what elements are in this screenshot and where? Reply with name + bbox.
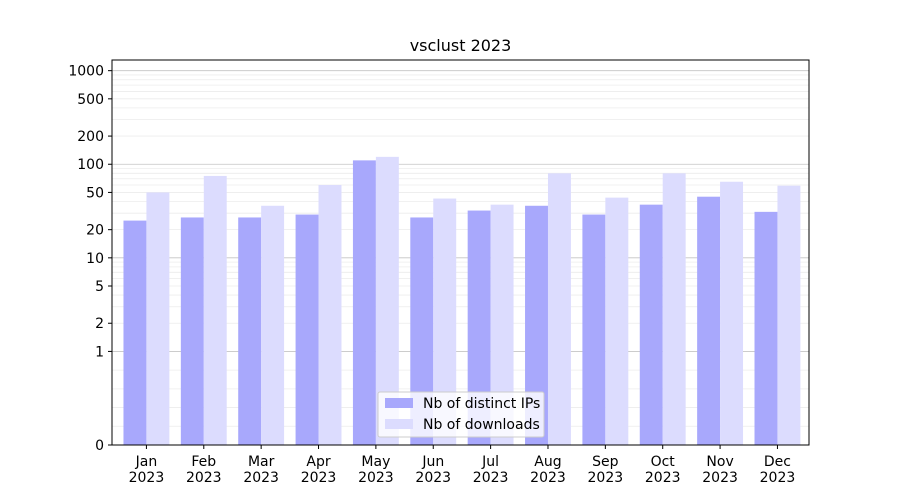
bar-distinct-ips bbox=[238, 217, 262, 445]
x-tick-label: Jul 2023 bbox=[473, 454, 509, 486]
bar-distinct-ips bbox=[295, 214, 319, 445]
plot-frame bbox=[111, 59, 810, 446]
y-tick-label: 1 bbox=[95, 344, 104, 360]
y-tick-label: 200 bbox=[77, 129, 104, 145]
gridlines bbox=[112, 70, 809, 427]
bar-distinct-ips bbox=[410, 217, 434, 445]
x-tick-label: Aug 2023 bbox=[530, 454, 566, 486]
x-tick-label: Jun 2023 bbox=[415, 454, 451, 486]
x-tick-label: Apr 2023 bbox=[301, 454, 337, 486]
bar-downloads bbox=[605, 197, 629, 445]
bar-downloads bbox=[433, 198, 457, 445]
x-tick-label: Mar 2023 bbox=[243, 454, 279, 486]
bar-downloads bbox=[261, 205, 285, 445]
bar-downloads bbox=[777, 185, 801, 446]
y-tick-label: 2 bbox=[95, 316, 104, 332]
bar-downloads bbox=[662, 173, 686, 445]
bar-distinct-ips bbox=[180, 217, 204, 445]
bar-downloads bbox=[318, 185, 342, 445]
bar-distinct-ips bbox=[525, 205, 548, 445]
y-tick-label: 10 bbox=[86, 251, 104, 267]
bar-distinct-ips bbox=[697, 196, 721, 445]
y-tick-label: 5 bbox=[95, 279, 104, 295]
x-tick-label: Dec 2023 bbox=[760, 454, 796, 486]
y-tick-label: 50 bbox=[86, 185, 104, 201]
bar-downloads bbox=[720, 181, 744, 446]
legend-swatch-downloads bbox=[385, 419, 413, 429]
legend-box bbox=[377, 391, 545, 438]
legend-swatch-distinct-ips bbox=[385, 398, 413, 408]
bar-downloads bbox=[490, 204, 514, 445]
y-tick-label: 0 bbox=[95, 438, 104, 454]
x-tick-label: Feb 2023 bbox=[186, 454, 222, 486]
bar-downloads bbox=[146, 192, 170, 445]
legend: Nb of distinct IPs Nb of downloads bbox=[377, 391, 545, 438]
y-tick-label: 20 bbox=[86, 223, 104, 239]
bar-downloads bbox=[547, 173, 571, 445]
y-tick-label: 500 bbox=[77, 92, 104, 108]
x-tick-label: Nov 2023 bbox=[702, 454, 738, 486]
chart-title: vsclust 2023 bbox=[410, 36, 512, 55]
x-tick-label: Oct 2023 bbox=[645, 454, 681, 486]
bar-downloads bbox=[203, 175, 227, 445]
legend-label-downloads: Nb of downloads bbox=[423, 417, 540, 433]
bar-distinct-ips bbox=[352, 160, 376, 445]
x-axis: Jan 2023 Feb 2023 Mar 2023 Apr 2023 May 2023 Jun 20… bbox=[129, 445, 796, 486]
y-axis: 0 1 2 5 10 20 50 100 200 500 1000 bbox=[68, 64, 112, 454]
bar-distinct-ips bbox=[754, 211, 778, 445]
y-tick-label: 100 bbox=[77, 157, 104, 173]
bars bbox=[123, 156, 801, 446]
legend-label-distinct-ips: Nb of distinct IPs bbox=[423, 396, 540, 412]
bar-distinct-ips bbox=[582, 214, 606, 445]
x-tick-label: May 2023 bbox=[358, 454, 394, 486]
y-tick-label: 1000 bbox=[68, 64, 104, 80]
bar-distinct-ips bbox=[639, 204, 663, 445]
x-tick-label: Jan 2023 bbox=[129, 454, 165, 486]
bar-distinct-ips bbox=[123, 220, 147, 445]
bar-downloads bbox=[375, 156, 399, 446]
x-tick-label: Sep 2023 bbox=[588, 454, 624, 486]
bar-distinct-ips bbox=[467, 210, 491, 445]
